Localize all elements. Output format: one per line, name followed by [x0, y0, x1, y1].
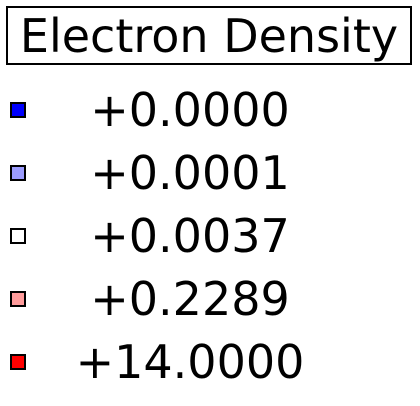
- legend-entry-label: +14.0000: [75, 335, 305, 389]
- legend-entry: +0.0037: [0, 208, 420, 264]
- legend-entry-label: +0.2289: [90, 272, 290, 326]
- legend-entry: +0.0000: [0, 82, 420, 138]
- legend-swatch: [10, 165, 26, 181]
- legend-swatch: [10, 228, 26, 244]
- legend-swatch: [10, 354, 26, 370]
- legend-entry: +0.2289: [0, 271, 420, 327]
- legend-entry-label: +0.0000: [90, 83, 290, 137]
- legend-title: Electron Density: [6, 6, 412, 65]
- legend-entry-label: +0.0037: [90, 209, 290, 263]
- legend-entry-label: +0.0001: [90, 146, 290, 200]
- legend-entry: +14.0000: [0, 334, 420, 390]
- legend-entry: +0.0001: [0, 145, 420, 201]
- legend-swatch: [10, 102, 26, 118]
- legend-swatch: [10, 291, 26, 307]
